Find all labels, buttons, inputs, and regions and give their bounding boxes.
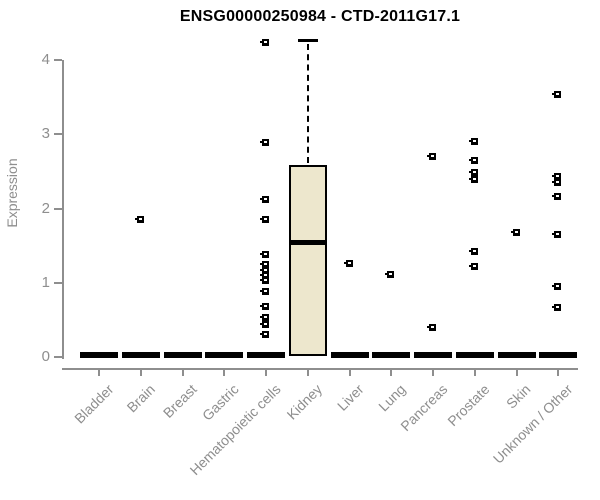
y-axis-tick — [54, 59, 62, 61]
x-tick-label: Kidney — [283, 381, 326, 423]
y-axis-tick — [54, 281, 62, 284]
y-tick-label: 0 — [41, 348, 50, 365]
x-axis-line — [62, 368, 578, 370]
outlier-point — [468, 156, 478, 164]
outlier-point — [468, 137, 478, 145]
x-axis-tick — [390, 370, 393, 376]
collapsed-box — [247, 352, 286, 358]
x-axis-tick — [265, 370, 268, 376]
x-tick-label: Unknown / Other — [490, 381, 576, 467]
y-axis-line — [62, 60, 64, 359]
x-axis-tick — [432, 370, 435, 376]
y-tick-label: 2 — [41, 199, 50, 217]
outlier-point — [260, 287, 270, 295]
outlier-point — [552, 283, 562, 291]
y-axis-tick — [54, 356, 62, 358]
x-tick-label: Brain — [123, 381, 159, 416]
outlier-point — [260, 216, 270, 224]
collapsed-box — [163, 352, 202, 358]
collapsed-box — [414, 352, 453, 358]
outlier-point — [468, 168, 478, 176]
x-axis-tick — [140, 370, 143, 376]
outlier-point — [260, 251, 270, 259]
outlier-point — [552, 193, 562, 201]
x-tick-label: Lung — [375, 381, 409, 415]
outlier-point — [552, 173, 562, 181]
x-axis-tick — [473, 370, 476, 376]
x-axis-tick — [348, 370, 351, 376]
collapsed-box — [80, 352, 119, 358]
x-axis-tick — [223, 370, 226, 376]
outlier-point — [260, 303, 270, 311]
outlier-point — [260, 38, 270, 46]
x-axis-tick — [306, 370, 309, 376]
outlier-point — [427, 153, 437, 161]
outlier-point — [260, 277, 270, 285]
outlier-point — [552, 179, 562, 187]
x-tick-label: Breast — [160, 381, 201, 421]
whisker-cap — [297, 39, 318, 43]
outlier-point — [510, 229, 520, 236]
collapsed-box — [122, 352, 161, 358]
collapsed-box — [497, 352, 536, 358]
outlier-point — [427, 324, 437, 332]
outlier-point — [552, 231, 562, 239]
y-tick-label: 3 — [41, 125, 50, 143]
outlier-point — [260, 330, 270, 338]
x-axis-tick — [181, 370, 184, 376]
median-line — [288, 239, 327, 245]
outlier-point — [260, 266, 270, 274]
outlier-point — [468, 263, 478, 271]
collapsed-box — [330, 352, 369, 358]
x-axis-tick — [557, 370, 560, 376]
outlier-point — [260, 313, 270, 321]
y-tick-label: 4 — [41, 51, 50, 68]
outlier-point — [260, 139, 270, 147]
outlier-point — [385, 271, 395, 279]
collapsed-box — [455, 352, 494, 358]
outlier-point — [468, 176, 478, 184]
x-tick-label: Prostate — [444, 381, 493, 430]
x-axis-tick — [98, 370, 101, 376]
outlier-point — [552, 90, 562, 98]
box — [288, 165, 327, 356]
outlier-point — [260, 260, 270, 268]
y-axis-tick — [54, 207, 62, 210]
collapsed-box — [205, 352, 244, 358]
outlier-point — [468, 248, 478, 256]
outlier-point — [552, 303, 562, 311]
collapsed-box — [539, 352, 578, 358]
x-axis-tick — [515, 370, 518, 376]
outlier-point — [260, 196, 270, 204]
y-axis-tick — [54, 133, 62, 136]
x-tick-label: Skin — [503, 381, 534, 412]
chart-title: ENSG00000250984 - CTD-2011G17.1 — [179, 8, 461, 25]
whisker-line — [306, 44, 309, 164]
outlier-point — [343, 260, 353, 268]
outlier-point — [135, 215, 145, 223]
outlier-point — [260, 321, 270, 329]
collapsed-box — [372, 352, 411, 358]
x-tick-label: Bladder — [71, 381, 117, 427]
outlier-point — [260, 272, 270, 280]
y-tick-label: 1 — [41, 273, 50, 291]
x-tick-label: Liver — [334, 381, 368, 414]
